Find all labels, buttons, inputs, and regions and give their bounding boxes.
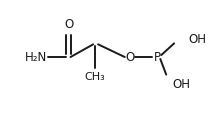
Text: OH: OH <box>188 33 206 46</box>
Text: O: O <box>125 51 134 64</box>
Text: P: P <box>154 51 161 64</box>
Text: CH₃: CH₃ <box>85 72 106 82</box>
Text: H₂N: H₂N <box>25 51 47 64</box>
Text: O: O <box>64 18 73 31</box>
Text: OH: OH <box>172 78 190 91</box>
